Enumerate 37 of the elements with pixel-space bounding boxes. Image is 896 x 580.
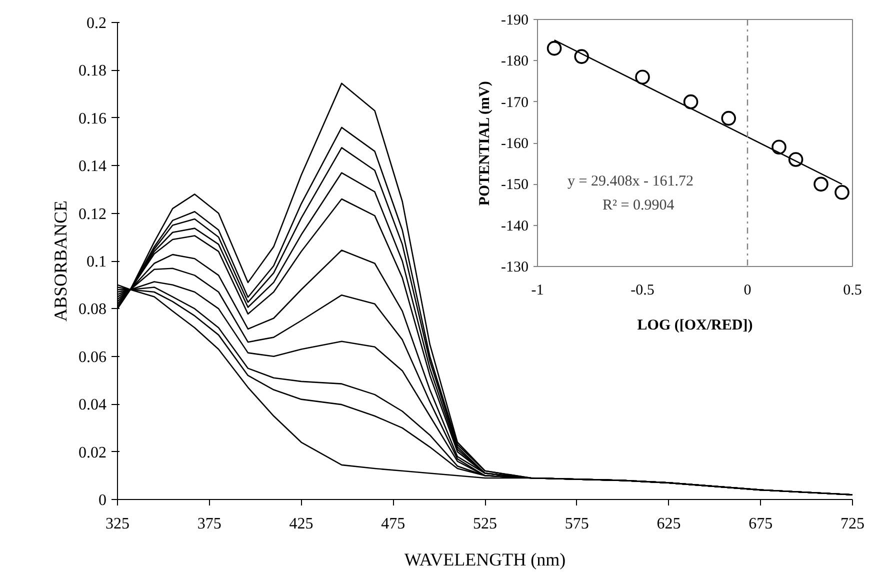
x-tick-label: 575	[564, 516, 589, 532]
x-tick-label: 375	[197, 516, 222, 532]
y-tick-label: 0.02	[78, 444, 106, 462]
y-tick-label: 0.08	[78, 301, 106, 318]
x-axis-title: WAVELENGTH (nm)	[404, 550, 566, 570]
x-tick-label: -1	[531, 282, 544, 298]
y-tick-label: -170	[501, 94, 529, 111]
annotation: y = 29.408x - 161.72	[568, 174, 694, 190]
x-tick-label: 475	[381, 516, 406, 532]
y-tick-label: -140	[501, 218, 529, 234]
x-tick-label: 725	[840, 516, 864, 532]
y-tick-label: -150	[501, 177, 529, 194]
x-tick-label: -0.5	[630, 282, 654, 298]
y-axis-title: POTENTIAL (mV)	[477, 81, 494, 206]
y-tick-label: 0.14	[78, 158, 106, 176]
x-tick-label: 0.5	[843, 282, 862, 298]
y-tick-label: 0	[98, 492, 106, 509]
y-tick-label: -180	[501, 54, 529, 70]
y-tick-label: -130	[501, 260, 529, 276]
y-tick-label: -190	[501, 12, 529, 28]
y-tick-label: 0.06	[78, 348, 106, 366]
x-tick-label: 0	[744, 282, 752, 298]
x-tick-label: 525	[473, 516, 497, 532]
y-tick-label: 0.04	[78, 396, 106, 414]
y-tick-label: 0.1	[86, 254, 106, 270]
x-tick-label: 325	[106, 516, 130, 532]
y-tick-label: 0.16	[78, 110, 106, 128]
y-tick-label: 0.18	[78, 62, 106, 80]
x-tick-label: 675	[748, 516, 773, 532]
annotation: R² = 0.9904	[602, 198, 675, 214]
y-tick-label: 0.12	[78, 206, 106, 223]
y-tick-label: -160	[501, 136, 529, 152]
x-tick-label: 425	[289, 516, 314, 532]
y-tick-label: 0.2	[86, 15, 106, 32]
y-axis-title: ABSORBANCE	[50, 200, 70, 322]
x-axis-title: LOG ([OX/RED])	[637, 318, 753, 334]
x-tick-label: 625	[656, 516, 681, 532]
